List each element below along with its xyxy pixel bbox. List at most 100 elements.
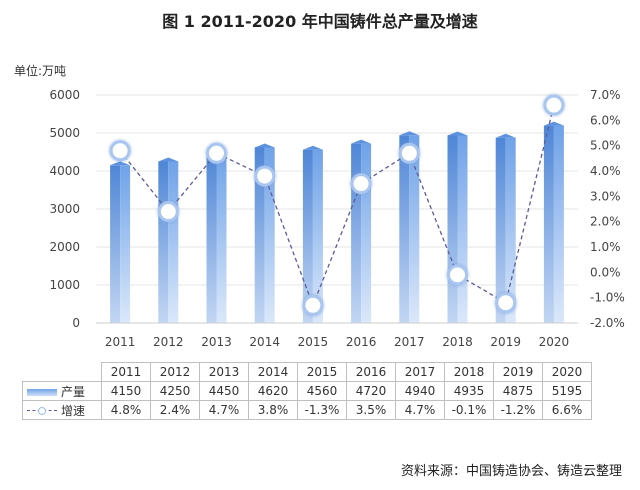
- bar-left-face: [399, 135, 410, 323]
- table-growth-cell: -1.3%: [297, 400, 347, 420]
- table-year-cell: 2020: [542, 362, 592, 382]
- table-production-cell: 4620: [248, 381, 298, 401]
- bar-left-face: [302, 149, 313, 323]
- table-growth-cell: 3.8%: [248, 400, 298, 420]
- growth-point: [157, 201, 179, 223]
- table-year-cell: 2019: [493, 362, 543, 382]
- line-series: [109, 94, 565, 316]
- table-growth-cell: -1.2%: [493, 400, 543, 420]
- left-axis-tick-label: 4000: [49, 164, 80, 178]
- bar: [110, 161, 131, 323]
- x-axis-tick-label: 2013: [201, 335, 232, 349]
- x-axis-tick-label: 2018: [442, 335, 473, 349]
- x-axis-tick-label: 2014: [249, 335, 280, 349]
- growth-point: [109, 140, 131, 162]
- bar-top: [399, 131, 420, 136]
- right-axis-tick-label: 4.0%: [590, 164, 621, 178]
- table-growth-cell: 6.6%: [542, 400, 592, 420]
- bar: [302, 145, 323, 323]
- table-growth-cell: -0.1%: [444, 400, 494, 420]
- bar-top: [447, 131, 468, 136]
- line-legend-swatch: [27, 406, 57, 416]
- table-year-cell: 2017: [395, 362, 445, 382]
- table-production-cell: 4935: [444, 381, 494, 401]
- right-axis-tick-label: 7.0%: [590, 88, 621, 102]
- x-axis-tick-label: 2015: [298, 335, 329, 349]
- bar-left-face: [543, 125, 554, 323]
- left-axis-tick-label: 6000: [49, 88, 80, 102]
- growth-point: [206, 142, 227, 164]
- table-growth-cell: 4.8%: [101, 400, 151, 420]
- axes: 0 1000 2000 3000 4000 5000 6000 -2.0% -1.0% 0.0% 1…: [49, 88, 624, 349]
- legend-growth-label: 增速: [61, 403, 86, 418]
- bar-top: [495, 133, 516, 138]
- bar-left-face: [206, 153, 217, 323]
- right-axis-tick-label: 1.0%: [590, 240, 621, 254]
- right-axis-tick-label: 3.0%: [590, 189, 621, 203]
- bar-right-face: [120, 165, 131, 323]
- left-axis-tick-label: 5000: [49, 126, 80, 140]
- bar-top: [110, 161, 131, 166]
- table-corner: [22, 362, 102, 382]
- table-growth-cell: 4.7%: [395, 400, 445, 420]
- bar-right-face: [168, 161, 179, 323]
- growth-point: [302, 294, 324, 316]
- table-year-cell: 2013: [199, 362, 249, 382]
- x-axis-tick-label: 2020: [539, 335, 570, 349]
- table-row-growth: 增速 4.8% 2.4% 4.7% 3.8% -1.3% 3.5% 4.7% -0.1% -1.…: [22, 400, 592, 420]
- bar: [543, 121, 564, 323]
- legend-production-label: 产量: [61, 384, 86, 399]
- bar: [206, 149, 227, 323]
- table-growth-cell: 3.5%: [346, 400, 396, 420]
- bar-left-face: [495, 137, 506, 323]
- bar: [158, 157, 179, 323]
- table-year-cell: 2015: [297, 362, 347, 382]
- source-note: 资料来源：中国铸造协会、铸造云整理: [400, 464, 622, 479]
- table-year-cell: 2014: [248, 362, 298, 382]
- bar-top: [302, 145, 323, 150]
- table-production-cell: 4450: [199, 381, 249, 401]
- left-axis-tick-label: 2000: [49, 240, 80, 254]
- table-year-cell: 2012: [150, 362, 200, 382]
- table-production-cell: 4875: [493, 381, 543, 401]
- bar-series: [110, 121, 564, 323]
- bar-right-face: [361, 143, 372, 323]
- bar-right-face: [216, 153, 227, 323]
- bar-right-face: [409, 135, 420, 323]
- right-axis-tick-label: 5.0%: [590, 139, 621, 153]
- table-year-cell: 2018: [444, 362, 494, 382]
- table-header-row: 2011 2012 2013 2014 2015 2016 2017 2018 2019 2020: [22, 362, 592, 382]
- left-axis-tick-label: 3000: [49, 202, 80, 216]
- growth-point: [398, 142, 420, 164]
- table-production-cell: 4940: [395, 381, 445, 401]
- bar-right-face: [553, 125, 564, 323]
- right-axis-tick-label: 0.0%: [590, 265, 621, 279]
- left-axis-tick-label: 0: [72, 316, 80, 330]
- data-table: 2011 2012 2013 2014 2015 2016 2017 2018 2019 2020…: [22, 362, 592, 420]
- chart-title: 图 1 2011-2020 年中国铸件总产量及增速: [162, 12, 478, 31]
- right-axis-tick-label: -1.0%: [590, 291, 625, 305]
- bar-legend-swatch: [27, 388, 57, 396]
- x-axis-tick-label: 2011: [105, 335, 136, 349]
- bar-left-face: [254, 147, 265, 323]
- table-growth-cell: 2.4%: [150, 400, 200, 420]
- growth-point: [495, 292, 517, 314]
- right-axis-tick-label: 6.0%: [590, 113, 621, 127]
- table-production-cell: 5195: [542, 381, 592, 401]
- x-axis-tick-label: 2017: [394, 335, 425, 349]
- x-axis-tick-label: 2012: [153, 335, 184, 349]
- bar-left-face: [110, 165, 121, 323]
- bar-right-face: [505, 137, 516, 323]
- bar-right-face: [312, 149, 323, 323]
- bar-top: [351, 139, 372, 144]
- table-year-cell: 2011: [101, 362, 151, 382]
- x-axis-tick-label: 2016: [346, 335, 377, 349]
- table-production-cell: 4250: [150, 381, 200, 401]
- right-axis-tick-label: -2.0%: [590, 316, 625, 330]
- left-axis-tick-label: 1000: [49, 278, 80, 292]
- growth-point: [254, 165, 276, 187]
- bar: [447, 131, 468, 323]
- bar-top: [543, 121, 564, 126]
- bar: [254, 143, 275, 323]
- bar-top: [158, 157, 179, 162]
